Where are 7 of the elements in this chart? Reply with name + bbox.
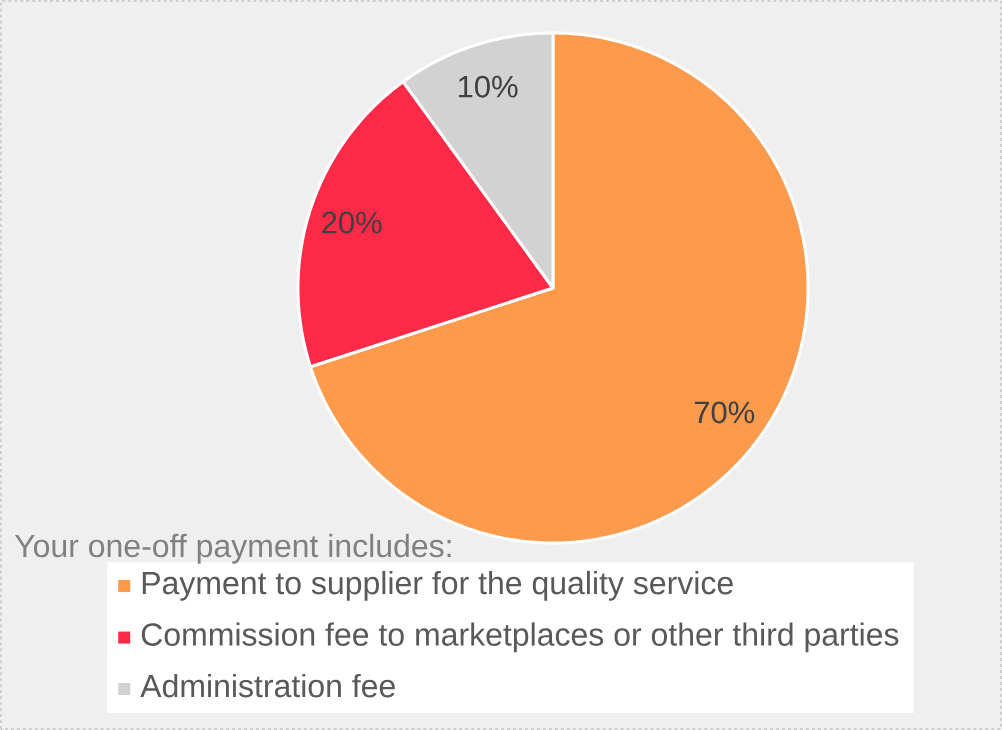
legend-label: Administration fee bbox=[140, 673, 395, 698]
data-label: 70% bbox=[694, 401, 755, 424]
data-label: 10% bbox=[458, 75, 518, 98]
legend-label: Payment to supplier for the quality service bbox=[142, 570, 733, 601]
legend-label: Commission fee to marketplaces or other third parties bbox=[141, 622, 899, 653]
data-label: 20% bbox=[322, 211, 382, 234]
legend-title: Your one-off payment includes: bbox=[14, 533, 451, 564]
